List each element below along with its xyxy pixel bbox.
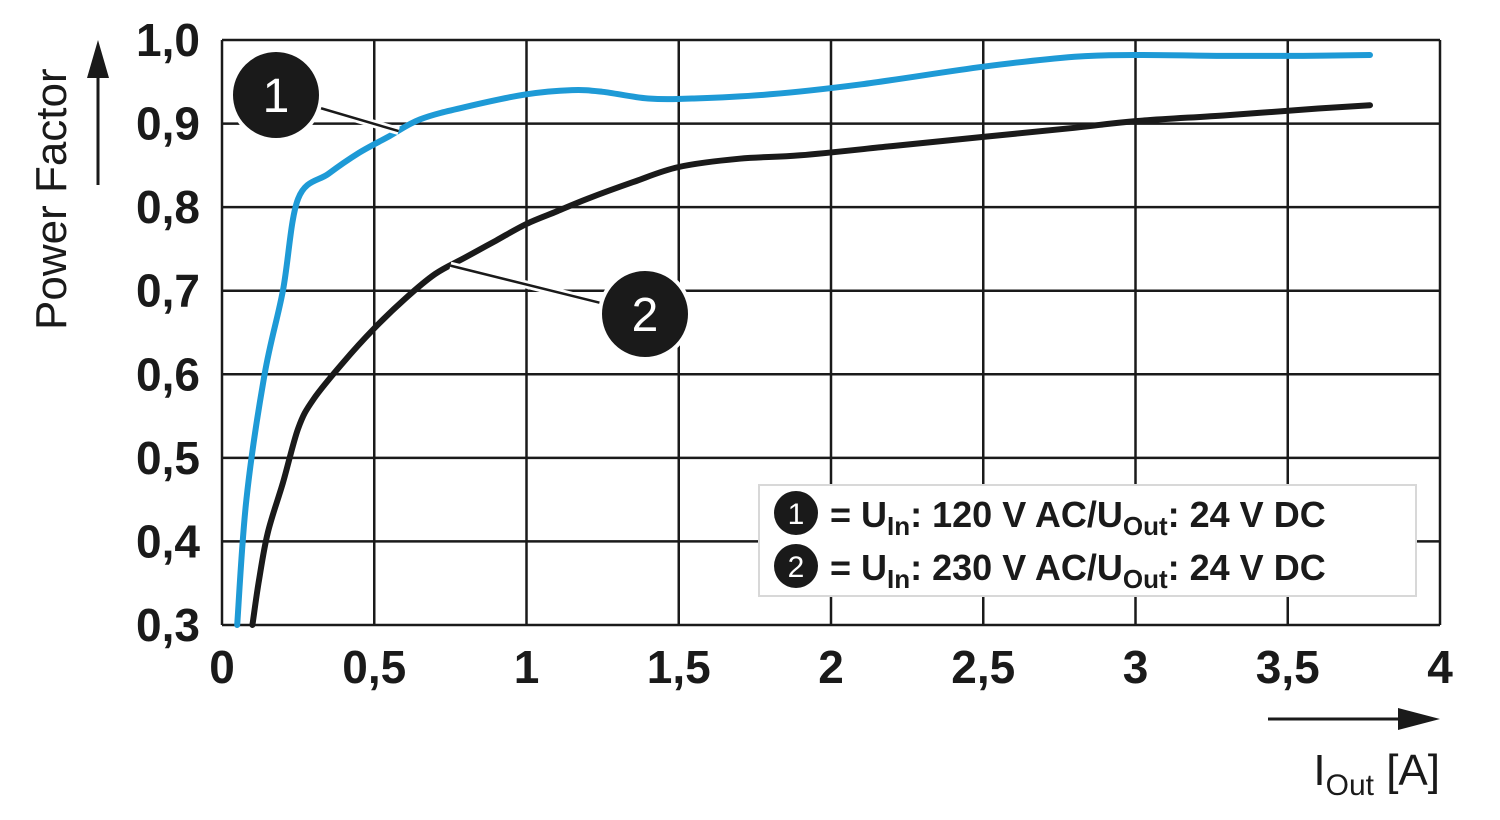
callout-label-2: 2 xyxy=(632,289,659,342)
legend-2-sub1: In xyxy=(887,564,910,594)
legend-2-sub2: Out xyxy=(1123,564,1168,594)
y-tick-labels: 0,3 0,4 0,5 0,6 0,7 0,8 0,9 1,0 xyxy=(136,14,200,651)
x-tick-label: 1,5 xyxy=(647,641,711,693)
y-tick-label: 0,5 xyxy=(136,432,200,484)
legend-1-mid: : 120 V AC/U xyxy=(910,494,1123,535)
x-axis-arrow-head xyxy=(1398,708,1440,730)
y-tick-label: 0,4 xyxy=(136,515,200,567)
legend-2-suffix: : 24 V DC xyxy=(1168,547,1326,588)
legend-text-2: = UIn: 230 V AC/UOut: 24 V DC xyxy=(830,547,1326,594)
legend-text-1: = UIn: 120 V AC/UOut: 24 V DC xyxy=(830,494,1326,541)
legend-marker-1 xyxy=(774,491,818,535)
legend-1-prefix: = U xyxy=(830,494,887,535)
series-line-1 xyxy=(234,51,1373,628)
y-tick-label: 0,9 xyxy=(136,98,200,150)
y-tick-label: 0,6 xyxy=(136,348,200,400)
annotations: 12 xyxy=(229,48,692,361)
y-axis-label: Power Factor xyxy=(27,68,76,330)
x-axis-label-sub: Out xyxy=(1326,769,1375,802)
callout-marker-2 xyxy=(598,267,692,361)
legend-entry-2: 2 = UIn: 230 V AC/UOut: 24 V DC xyxy=(774,544,1326,594)
y-tick-label: 0,3 xyxy=(136,599,200,651)
legend-2-prefix: = U xyxy=(830,547,887,588)
legend-1-suffix: : 24 V DC xyxy=(1168,494,1326,535)
legend-marker-2 xyxy=(774,544,818,588)
y-tick-label: 1,0 xyxy=(136,14,200,66)
legend-marker-2-label: 2 xyxy=(788,551,805,584)
legend-entry-1: 1 = UIn: 120 V AC/UOut: 24 V DC xyxy=(774,491,1326,541)
x-tick-label: 0,5 xyxy=(342,641,406,693)
x-tick-label: 3,5 xyxy=(1256,641,1320,693)
y-tick-label: 0,8 xyxy=(136,181,200,233)
x-tick-label: 1 xyxy=(514,641,540,693)
y-axis-label-group: Power Factor xyxy=(27,40,109,330)
legend-1-sub1: In xyxy=(887,511,910,541)
legend-1-sub2: Out xyxy=(1123,511,1168,541)
legend-marker-1-label: 1 xyxy=(788,498,805,531)
callout-marker-1 xyxy=(229,48,323,142)
y-axis-arrow-head xyxy=(87,40,109,78)
x-tick-label: 0 xyxy=(209,641,235,693)
x-tick-labels: 0 0,5 1 1,5 2 2,5 3 3,5 4 xyxy=(209,641,1453,693)
legend: 1 = UIn: 120 V AC/UOut: 24 V DC 2 = UIn:… xyxy=(758,484,1417,597)
x-tick-label: 2 xyxy=(818,641,844,693)
x-axis-label: IOut [A] xyxy=(1313,746,1440,802)
x-tick-label: 3 xyxy=(1123,641,1149,693)
y-tick-label: 0,7 xyxy=(136,265,200,317)
legend-2-mid: : 230 V AC/U xyxy=(910,547,1123,588)
x-tick-label: 4 xyxy=(1427,641,1453,693)
x-axis-label-main: I xyxy=(1313,746,1325,795)
legend-box xyxy=(758,484,1417,597)
callout-label-1: 1 xyxy=(263,70,290,123)
series-layer xyxy=(234,51,1373,628)
x-axis-label-group: IOut [A] xyxy=(1268,708,1440,802)
x-axis-label-unit: [A] xyxy=(1374,746,1440,795)
series-line-2 xyxy=(249,102,1373,628)
x-tick-label: 2,5 xyxy=(951,641,1015,693)
